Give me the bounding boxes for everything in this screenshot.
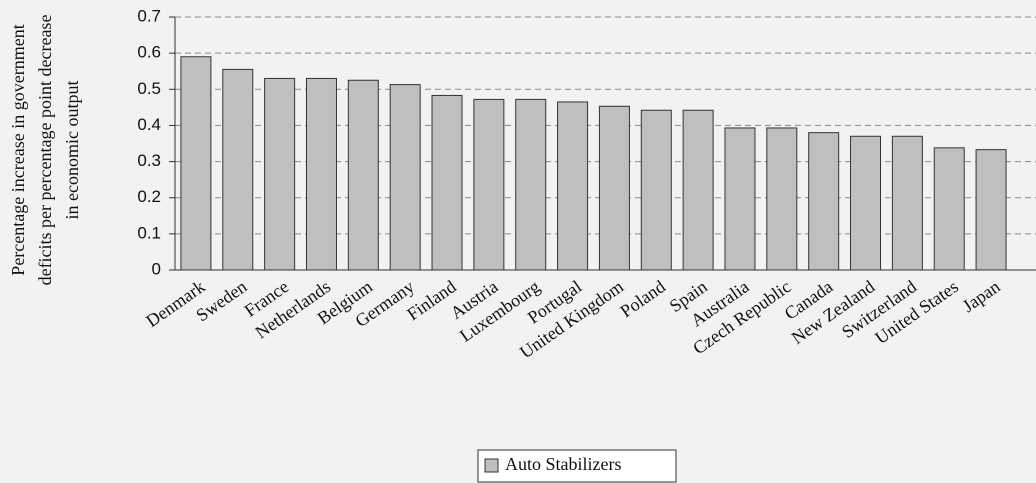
bar bbox=[933, 147, 965, 271]
y-tick-label: 0.1 bbox=[137, 223, 161, 242]
bar bbox=[431, 94, 463, 271]
bar bbox=[557, 101, 589, 271]
bar bbox=[347, 79, 379, 271]
y-axis-title: in economic output bbox=[62, 81, 82, 220]
bar bbox=[766, 127, 798, 271]
bar bbox=[640, 109, 672, 271]
bar bbox=[724, 127, 756, 271]
legend-label: Auto Stabilizers bbox=[505, 454, 621, 474]
y-tick-label: 0 bbox=[152, 259, 161, 278]
bar bbox=[975, 149, 1007, 271]
y-axis-title: deficits per percentage point decrease bbox=[35, 15, 55, 286]
y-tick-label: 0.6 bbox=[137, 43, 161, 62]
bar bbox=[850, 135, 882, 271]
y-axis-title: Percentage increase in government bbox=[8, 24, 28, 275]
bar bbox=[305, 77, 337, 271]
bar bbox=[515, 98, 547, 271]
y-tick-label: 0.3 bbox=[137, 151, 161, 170]
y-tick-label: 0.7 bbox=[137, 6, 161, 25]
y-tick-label: 0.5 bbox=[137, 79, 161, 98]
y-tick-label: 0.2 bbox=[137, 187, 161, 206]
bar bbox=[682, 109, 714, 271]
y-tick-label: 0.4 bbox=[137, 115, 161, 134]
legend-box bbox=[477, 449, 677, 483]
bar bbox=[598, 105, 630, 271]
bar bbox=[264, 77, 296, 271]
bar bbox=[808, 132, 840, 271]
legend-swatch bbox=[484, 458, 499, 473]
bar bbox=[891, 135, 923, 271]
bar bbox=[473, 98, 505, 271]
bar bbox=[389, 84, 421, 271]
bar bbox=[180, 56, 212, 271]
bar bbox=[222, 68, 254, 271]
